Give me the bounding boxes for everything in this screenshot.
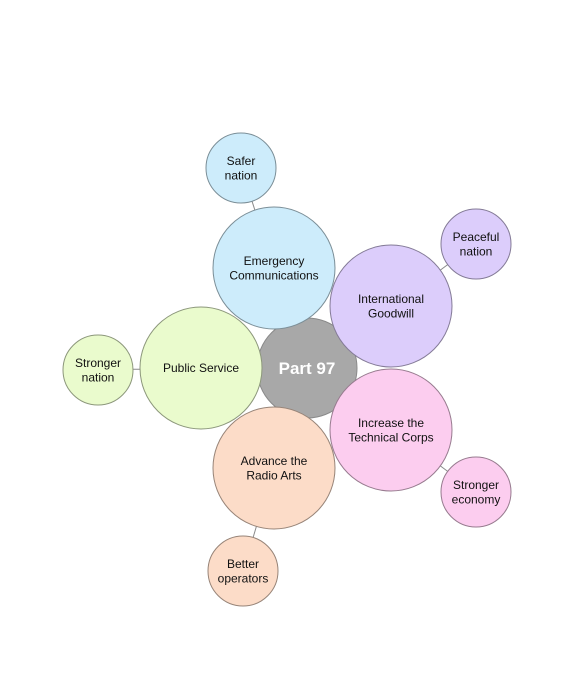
- branch-circle-technical: [329, 368, 453, 492]
- outcome-circle-technical: [440, 456, 512, 528]
- branch-label-radio-arts-line: Radio Arts: [246, 469, 301, 483]
- outcome-label-technical-line: economy: [452, 493, 501, 507]
- outcome-label-radio-arts-line: operators: [218, 572, 269, 586]
- branch-circle-goodwill: [329, 244, 453, 368]
- center-node: Part 97: [256, 317, 358, 419]
- outcome-nodes: SafernationPeacefulnationStrongereconomy…: [62, 132, 512, 607]
- outcome-label-emergency-line: Safer: [227, 154, 256, 168]
- branch-label-technical-line: Increase the: [358, 416, 424, 430]
- branch-label-goodwill-line: Goodwill: [368, 307, 414, 321]
- outcome-label-goodwill-line: Peaceful: [453, 230, 500, 244]
- branch-node-public-service: Public Service: [139, 306, 263, 430]
- branch-circle-radio-arts: [212, 406, 336, 530]
- outcome-label-emergency-line: nation: [225, 169, 258, 183]
- outcome-label-public-service-line: Stronger: [75, 356, 121, 370]
- outcome-circle-radio-arts: [207, 535, 279, 607]
- branch-label-emergency-line: Communications: [229, 269, 318, 283]
- connector-radio-arts: [252, 526, 257, 538]
- outcome-label-goodwill-line: nation: [460, 245, 493, 259]
- outcome-label-technical-line: Stronger: [453, 478, 499, 492]
- branch-label-public-service-line: Public Service: [163, 361, 239, 375]
- branch-label-goodwill-line: International: [358, 292, 424, 306]
- outcome-circle-public-service: [62, 334, 134, 406]
- connector-technical: [440, 465, 448, 472]
- outcome-circle-emergency: [205, 132, 277, 204]
- branch-nodes: EmergencyCommunicationsInternationalGood…: [139, 206, 453, 530]
- branch-circle-emergency: [212, 206, 336, 330]
- center-label: Part 97: [279, 359, 336, 378]
- connector-emergency: [251, 201, 256, 211]
- connector-lines: [132, 201, 448, 538]
- outcome-label-radio-arts-line: Better: [227, 557, 259, 571]
- branch-label-technical-line: Technical Corps: [348, 431, 433, 445]
- outcome-label-public-service-line: nation: [82, 371, 115, 385]
- outcome-circle-goodwill: [440, 208, 512, 280]
- connector-goodwill: [440, 264, 448, 271]
- branch-label-emergency-line: Emergency: [244, 254, 305, 268]
- branch-circle-public-service: [139, 306, 263, 430]
- branch-label-radio-arts-line: Advance the: [241, 454, 308, 468]
